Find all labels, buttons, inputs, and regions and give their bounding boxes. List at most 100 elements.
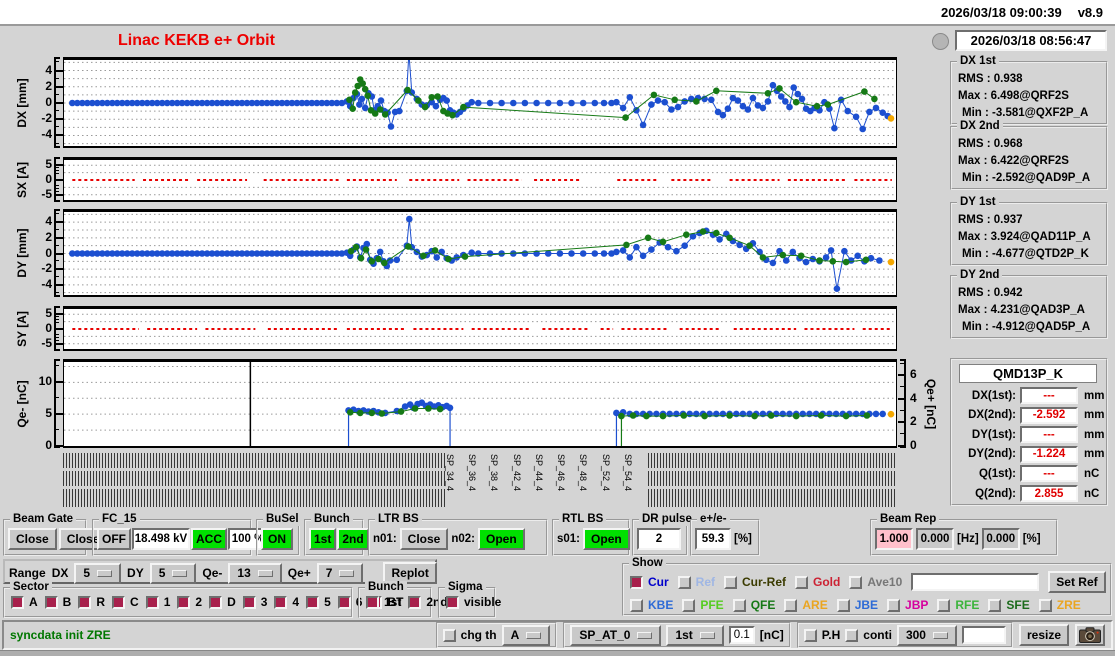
epem-group: e+/e- 59.3 [%]: [690, 513, 760, 556]
snapshot-timestamp: 2026/03/18 08:56:47: [955, 30, 1107, 51]
sector-1-label: 1: [163, 595, 171, 609]
qe-plus-ytick-label: 2: [910, 414, 917, 429]
chg-th-box: chg th A: [435, 622, 558, 648]
sector-c-checkbox[interactable]: [112, 595, 126, 609]
bunch-dropdown[interactable]: 1st: [666, 624, 724, 646]
sector-a-checkbox[interactable]: [11, 595, 24, 609]
show-rfe-checkbox[interactable]: [937, 598, 951, 612]
dr-pulse-field[interactable]: 2: [637, 528, 681, 550]
interval-dropdown[interactable]: 300: [896, 624, 957, 646]
ref-name-input[interactable]: [911, 573, 1040, 591]
sector-2-label: 2: [195, 595, 203, 609]
ltr-n01-close-button[interactable]: Close: [399, 528, 449, 550]
status-led-icon: [932, 33, 949, 50]
tick-mark: [55, 381, 63, 384]
beam-gate-close1-button[interactable]: Close: [8, 528, 57, 550]
show-jbe-checkbox[interactable]: [836, 598, 850, 612]
show-cur-checkbox[interactable]: [630, 575, 643, 589]
conti-checkbox[interactable]: [845, 628, 859, 642]
fc15-off-button[interactable]: OFF: [97, 528, 131, 550]
sector-4-checkbox[interactable]: [274, 595, 288, 609]
page-title: Linac KEKB e+ Orbit: [118, 32, 275, 49]
beam-rep-set-field[interactable]: 1.000: [875, 528, 913, 550]
sigma-visible-label: visible: [464, 595, 502, 609]
fc15-kv-field[interactable]: 18.498 kV: [132, 528, 190, 550]
epem-value-field[interactable]: 59.3: [695, 528, 731, 550]
sector-r-checkbox[interactable]: [78, 595, 92, 609]
threshold-unit-label: [nC]: [759, 628, 784, 642]
stat-box-dx-1st: DX 1st RMS : 0.938 Max : 6.498@QRF2S Min : …: [950, 55, 1108, 125]
monitor-row: DY(2nd): -1.224 mm: [952, 445, 1106, 464]
resize-button[interactable]: resize: [1018, 624, 1069, 646]
sigma-visible-checkbox[interactable]: [446, 595, 459, 609]
app-version: v8.9: [1077, 4, 1103, 20]
show-kbe-checkbox[interactable]: [630, 598, 643, 612]
show-pfe-checkbox[interactable]: [682, 598, 696, 612]
show-jbp-checkbox[interactable]: [887, 598, 901, 612]
ph-checkbox[interactable]: [803, 628, 817, 642]
bpm-tick-label: SP_48_4: [578, 454, 589, 492]
set-ref-button[interactable]: Set Ref: [1048, 571, 1106, 593]
bunch-2nd-label: 2nd: [426, 595, 448, 609]
range-dy-dropdown[interactable]: 5: [149, 562, 197, 584]
bunch-1st-button[interactable]: 1st: [309, 528, 337, 550]
sector-6-checkbox[interactable]: [337, 595, 351, 609]
minor-tick-mark: [55, 167, 59, 169]
range-qep-dropdown[interactable]: 7: [316, 562, 364, 584]
bunch-2nd: 2nd: [408, 595, 448, 609]
sector-b-checkbox[interactable]: [44, 595, 58, 609]
sp-at-dropdown[interactable]: SP_AT_0: [570, 624, 662, 646]
busel-on-button[interactable]: ON: [261, 528, 293, 550]
show-ave10-checkbox[interactable]: [849, 575, 863, 589]
bpm-name[interactable]: QMD13P_K: [959, 364, 1097, 383]
fc15-acc-button[interactable]: ACC: [191, 528, 227, 550]
dy-plot: [63, 209, 897, 297]
show-group-label: Show: [629, 557, 666, 570]
show-ref-checkbox[interactable]: [677, 575, 691, 589]
show-are-checkbox[interactable]: [784, 598, 798, 612]
range-bar: Range DX 5 DY 5 Qe- 13 Qe+ 7 Replot: [3, 559, 437, 584]
tick-mark: [55, 85, 63, 88]
tick-mark: [55, 134, 63, 137]
sector-1-checkbox[interactable]: [145, 595, 159, 609]
rtl-s01-open-button[interactable]: Open: [583, 528, 630, 550]
qe-plus-ytick-label: 4: [910, 390, 917, 405]
show-zre: ZRE: [1038, 598, 1081, 612]
show-gold-checkbox[interactable]: [795, 575, 809, 589]
qe-plus-axis-title: Qe+ [nC]: [924, 378, 938, 429]
sector-d-checkbox[interactable]: [209, 595, 223, 609]
chg-th-checkbox[interactable]: [442, 628, 456, 642]
monitor-row: DY(1st): --- mm: [952, 425, 1106, 444]
spare-field[interactable]: [961, 626, 1006, 644]
minor-tick-mark: [55, 213, 59, 215]
show-cur-ref-checkbox[interactable]: [724, 575, 738, 589]
dx-axis-title: DX [mm]: [15, 77, 29, 128]
bunch-2nd-checkbox[interactable]: [408, 595, 422, 609]
range-qem-dropdown[interactable]: 13: [228, 562, 282, 584]
minor-tick-mark: [55, 260, 59, 262]
dy-ytick-label: 2: [45, 229, 52, 244]
show-qfe-checkbox[interactable]: [732, 598, 746, 612]
channel-dropdown[interactable]: A: [501, 624, 551, 646]
bunch-1st-checkbox[interactable]: [366, 595, 379, 609]
replot-button[interactable]: Replot: [383, 562, 437, 584]
sector-b: B: [44, 595, 71, 609]
stat-box-dy-1st: DY 1st RMS : 0.937 Max : 3.924@QAD11P_A Min…: [950, 196, 1108, 266]
tick-mark: [55, 164, 63, 167]
monitor-row: DX(2nd): -2.592 mm: [952, 406, 1106, 425]
option-menu-dash-icon: [526, 631, 542, 639]
beam-gate-close2-button[interactable]: Close: [58, 528, 108, 550]
range-dx-dropdown[interactable]: 5: [74, 562, 122, 584]
sector-2-checkbox[interactable]: [177, 595, 191, 609]
show-sfe-checkbox[interactable]: [988, 598, 1002, 612]
ltr-n02-open-button[interactable]: Open: [478, 528, 525, 550]
dense-bpm-labels-texture: [63, 453, 445, 468]
sector-5-label: 5: [324, 595, 331, 609]
screenshot-button[interactable]: [1075, 624, 1105, 646]
show-zre-checkbox[interactable]: [1038, 598, 1052, 612]
threshold-field[interactable]: 0.1: [728, 626, 755, 644]
bunch-2nd-button[interactable]: 2nd: [337, 528, 369, 550]
sy-ytick-label: -5: [41, 335, 52, 350]
sector-3-checkbox[interactable]: [242, 595, 256, 609]
sector-5-checkbox[interactable]: [306, 595, 320, 609]
